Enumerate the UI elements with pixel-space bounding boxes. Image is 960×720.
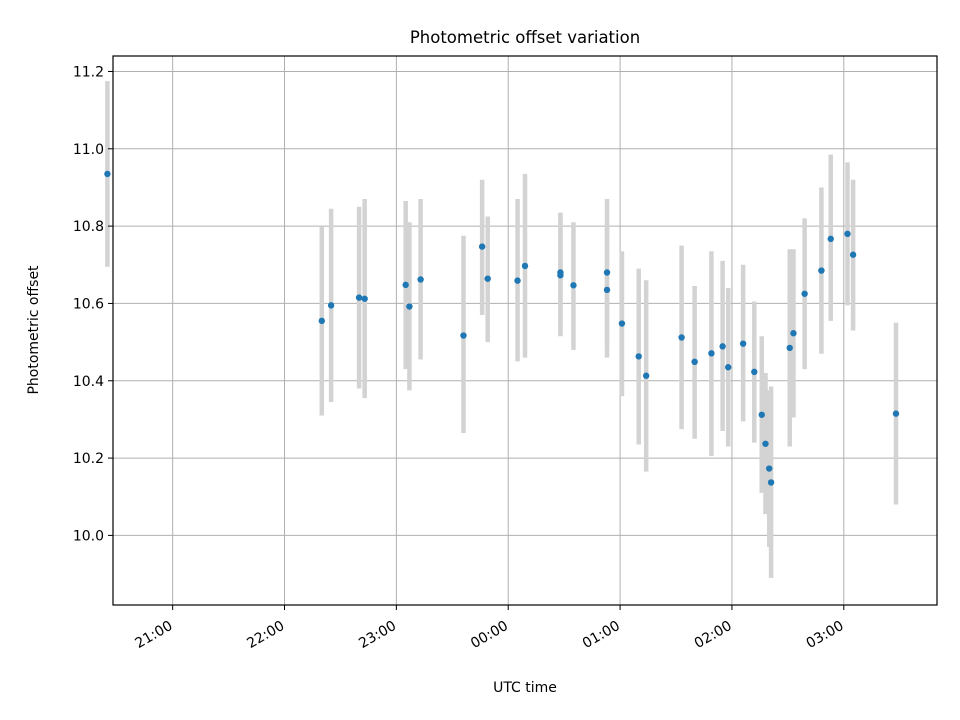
data-point — [484, 275, 491, 282]
data-point — [104, 170, 111, 178]
data-point — [603, 286, 611, 294]
data-point — [678, 334, 685, 341]
data-point — [361, 295, 368, 302]
data-point — [557, 272, 564, 279]
y-axis-label: Photometric offset — [26, 265, 42, 395]
data-point — [786, 344, 793, 352]
data-point — [758, 411, 765, 418]
data-point — [751, 368, 758, 376]
data-point — [767, 479, 775, 486]
data-point — [762, 440, 769, 447]
data-point — [691, 358, 698, 366]
data-point — [417, 276, 424, 283]
data-point — [719, 343, 726, 350]
data-point — [801, 290, 808, 297]
data-point — [827, 235, 834, 243]
x-axis-label: UTC time — [493, 680, 557, 696]
data-point — [402, 281, 409, 289]
y-tick-label: 10.2 — [73, 451, 104, 467]
data-point — [642, 372, 650, 379]
y-tick-label: 10.8 — [73, 219, 104, 235]
y-tick-label: 10.4 — [73, 374, 104, 390]
data-point — [327, 302, 335, 309]
data-point — [514, 277, 521, 284]
data-point — [406, 303, 413, 310]
data-point — [635, 353, 642, 360]
data-point — [618, 320, 626, 327]
y-tick-label: 11.2 — [73, 64, 104, 80]
y-tick-label: 10.0 — [73, 528, 104, 544]
plot-frame — [112, 55, 938, 606]
data-point — [766, 465, 773, 472]
data-point — [818, 267, 825, 274]
data-point — [355, 294, 363, 301]
data-point — [570, 282, 577, 289]
data-point — [790, 330, 797, 337]
y-tick-label: 10.6 — [73, 296, 104, 312]
y-tick-label: 11.0 — [73, 142, 104, 158]
chart-title: Photometric offset variation — [410, 28, 640, 47]
data-point — [478, 243, 486, 250]
data-point — [739, 340, 747, 347]
data-point — [460, 332, 467, 339]
data-point — [521, 262, 529, 270]
data-points — [104, 170, 900, 486]
data-point — [708, 350, 715, 357]
data-point — [318, 317, 325, 325]
data-point — [725, 364, 732, 371]
data-point — [603, 269, 611, 276]
data-point — [849, 251, 857, 258]
data-point — [844, 230, 851, 238]
data-point — [892, 410, 900, 417]
